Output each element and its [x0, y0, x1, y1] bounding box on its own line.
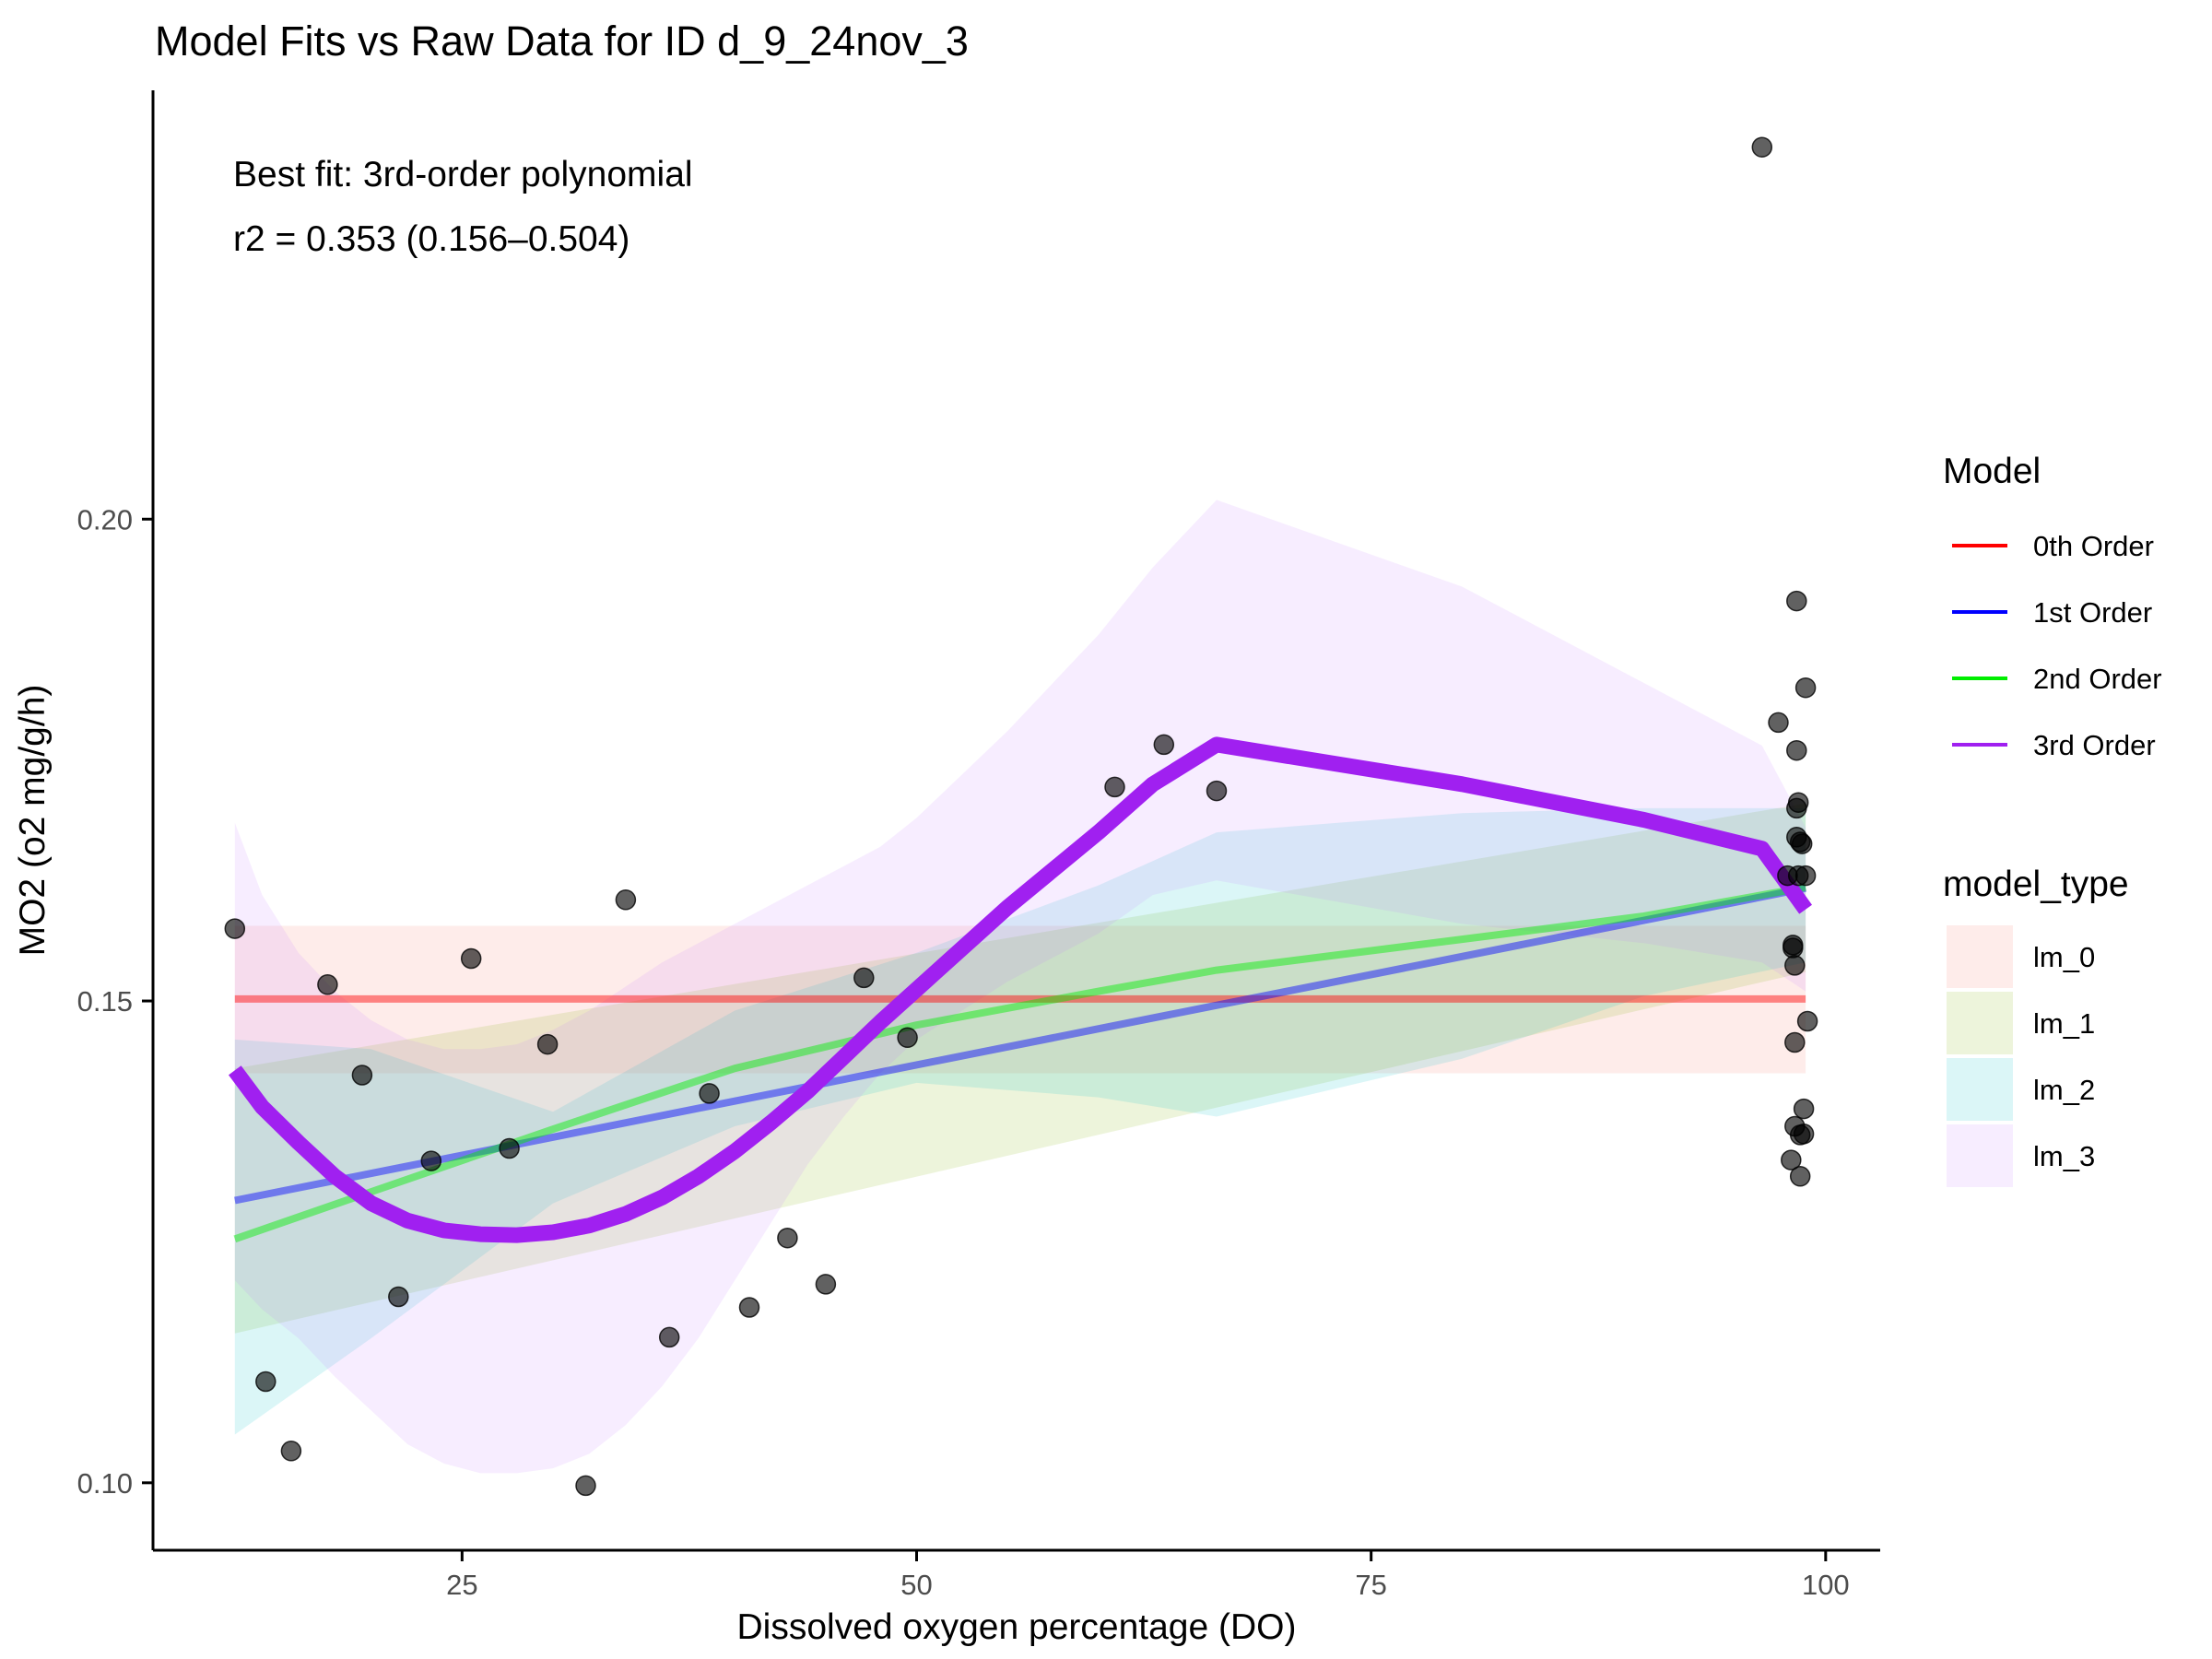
- y-tick-label: 0.10: [77, 1467, 133, 1500]
- data-point: [1791, 833, 1813, 854]
- data-point: [738, 1297, 760, 1318]
- data-point: [280, 1441, 302, 1462]
- confidence-band-lm-3: [234, 500, 1806, 1474]
- y-axis-label: MO2 (o2 mg/g/h): [13, 685, 53, 957]
- data-point: [1786, 590, 1807, 612]
- data-point: [1787, 792, 1809, 813]
- data-point: [1751, 136, 1773, 158]
- data-point: [1784, 955, 1806, 976]
- fit-line-lm-2: [233, 883, 1806, 1243]
- legend-model-type-title: model_type: [1943, 865, 2129, 904]
- x-axis-label: Dissolved oxygen percentage (DO): [737, 1607, 1297, 1647]
- data-point: [1768, 712, 1789, 734]
- legend-label-model: 0th Order: [2033, 530, 2154, 562]
- data-point: [897, 1027, 918, 1049]
- data-point: [1794, 865, 1817, 887]
- y-tick-label: 0.20: [77, 503, 133, 535]
- data-point: [224, 918, 246, 939]
- x-axis-ticks: 25 50 75 100: [446, 1550, 1850, 1601]
- legend-label-model-type: lm_2: [2033, 1074, 2095, 1106]
- data-point: [1784, 1031, 1806, 1053]
- data-point: [658, 1326, 680, 1348]
- data-point: [1781, 1149, 1802, 1171]
- legend-label-model: 2nd Order: [2033, 663, 2162, 695]
- data-point: [1104, 776, 1125, 798]
- plot-area: [224, 136, 1818, 1497]
- legend-model-items: 0th Order 1st Order 2nd Order 3rd Order: [1952, 530, 2162, 761]
- data-point: [777, 1227, 798, 1249]
- legend-label-model-type: lm_0: [2033, 941, 2095, 973]
- data-point: [351, 1065, 373, 1086]
- data-point: [1783, 935, 1804, 956]
- data-point: [1206, 780, 1228, 802]
- data-point: [1794, 677, 1817, 699]
- data-point: [1793, 1098, 1815, 1120]
- data-point: [1793, 1124, 1815, 1145]
- data-point: [499, 1137, 520, 1159]
- confidence-band-lm-0: [234, 925, 1806, 1074]
- data-point: [853, 967, 875, 989]
- x-tick-label: 50: [900, 1569, 932, 1601]
- legend-label-model: 3rd Order: [2033, 729, 2156, 761]
- data-point: [536, 1033, 559, 1055]
- data-point: [615, 889, 637, 911]
- legend-key-model-type: [1947, 1124, 2013, 1187]
- legend-model-title: Model: [1943, 452, 2041, 491]
- legend-key-model-type: [1947, 925, 2013, 988]
- data-point: [815, 1274, 837, 1295]
- data-point: [388, 1286, 409, 1308]
- data-point: [317, 974, 338, 995]
- data-point: [1153, 734, 1175, 756]
- legend: Model 0th Order 1st Order 2nd Order 3rd Ord…: [1943, 452, 2162, 1187]
- y-tick-label: 0.15: [77, 985, 133, 1018]
- data-point: [420, 1150, 442, 1171]
- y-axis-ticks: 0.10 0.15 0.20: [77, 503, 153, 1500]
- data-point: [1789, 1166, 1811, 1187]
- confidence-band-lm-2: [234, 807, 1806, 1435]
- fit-line-lm-1: [234, 884, 1806, 1205]
- legend-label-model: 1st Order: [2033, 596, 2152, 629]
- legend-key-model-type: [1947, 992, 2013, 1054]
- x-tick-label: 25: [446, 1569, 477, 1601]
- chart-title: Model Fits vs Raw Data for ID d_9_24nov_…: [155, 18, 969, 65]
- legend-label-model-type: lm_1: [2033, 1007, 2095, 1040]
- data-point: [460, 947, 482, 970]
- fit-line-lm-3: [228, 736, 1813, 1243]
- data-point: [1786, 739, 1807, 761]
- x-tick-label: 100: [1802, 1569, 1850, 1601]
- data-point: [575, 1475, 596, 1497]
- x-tick-label: 75: [1355, 1569, 1386, 1601]
- legend-model-type-items: lm_0 lm_1 lm_2 lm_3: [1947, 925, 2095, 1187]
- annotation-best-fit: Best fit: 3rd-order polynomial: [233, 155, 693, 194]
- annotation-r2: r2 = 0.353 (0.156–0.504): [233, 219, 629, 259]
- data-point: [255, 1371, 276, 1393]
- legend-label-model-type: lm_3: [2033, 1140, 2095, 1172]
- data-point: [1796, 1010, 1818, 1032]
- legend-key-model-type: [1947, 1058, 2013, 1121]
- confidence-band-lm-1: [234, 803, 1806, 1334]
- data-point: [699, 1083, 720, 1104]
